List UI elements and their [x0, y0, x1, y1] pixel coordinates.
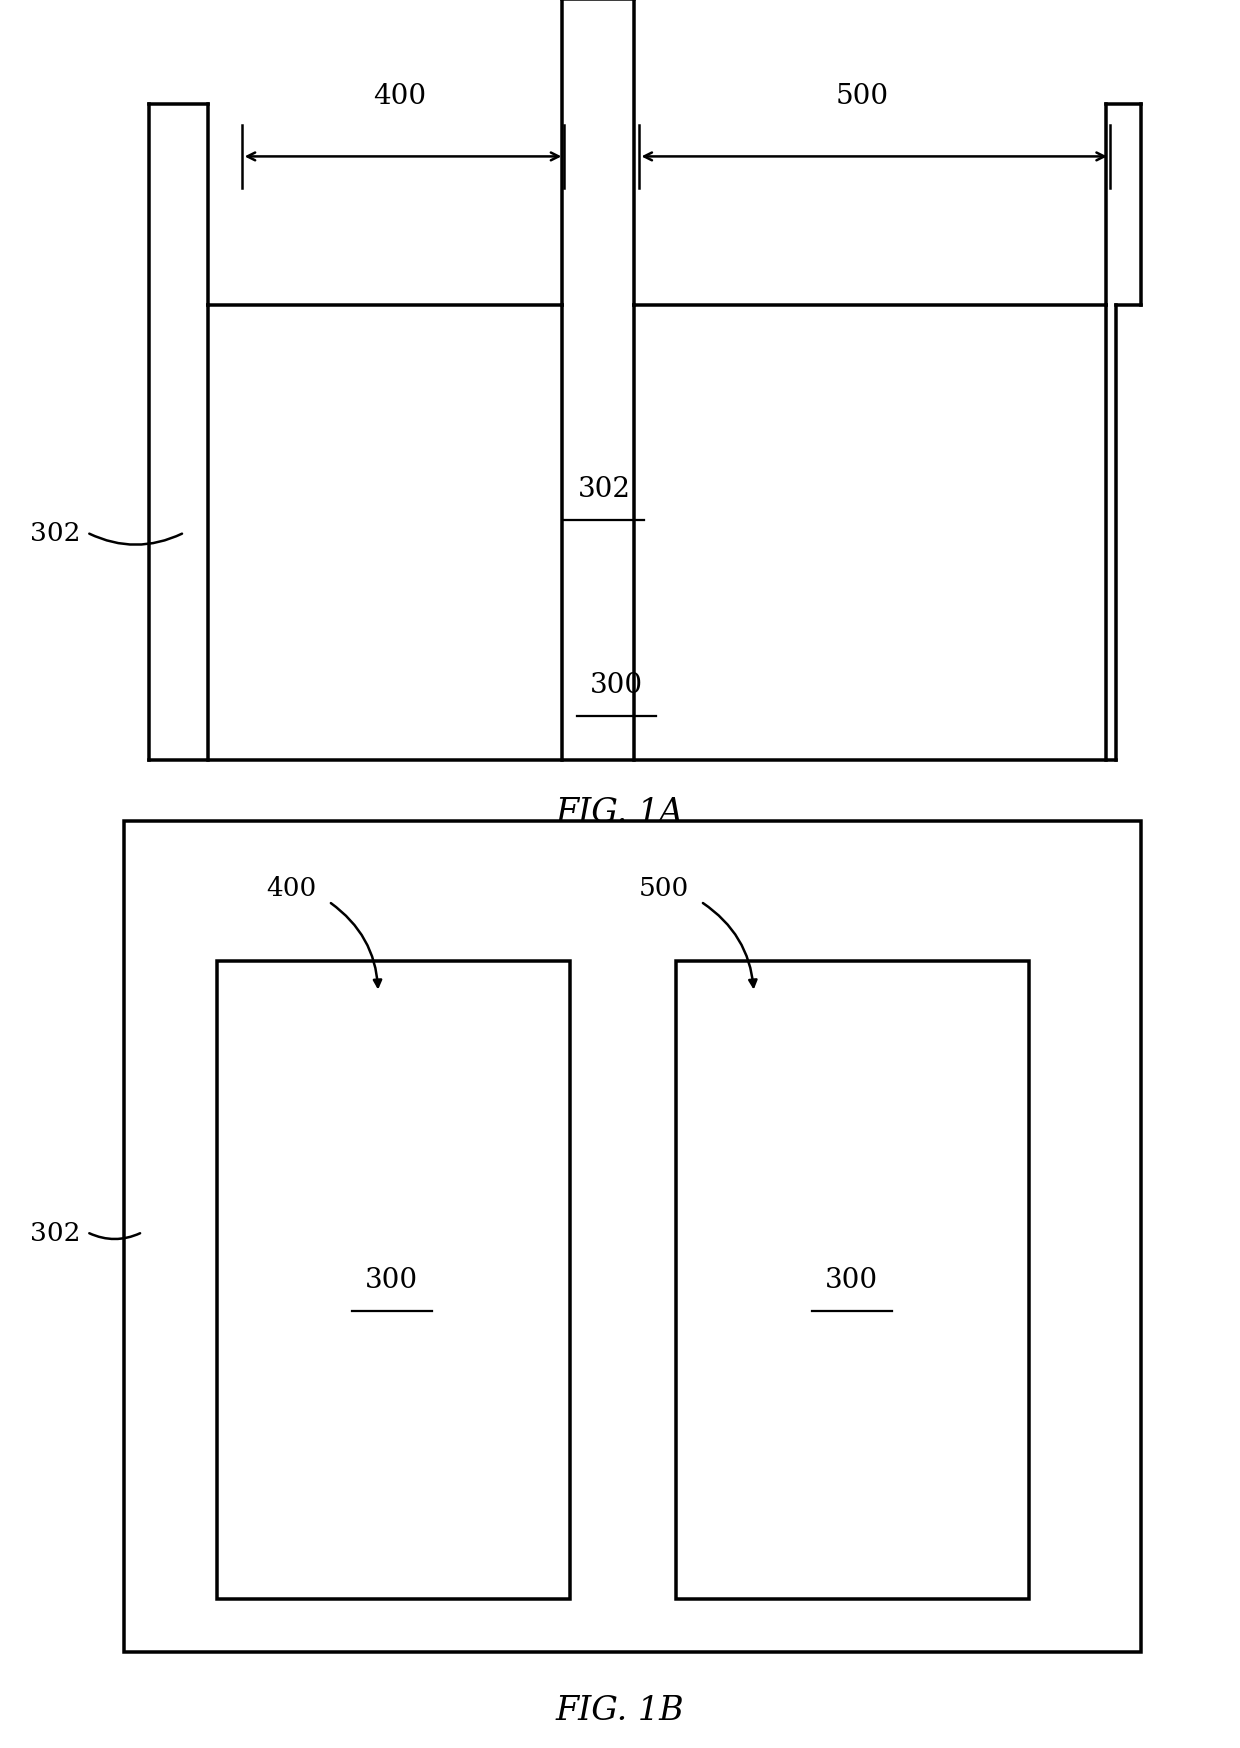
Bar: [217, 961, 570, 1599]
Text: 300: 300: [590, 671, 642, 699]
Bar: [676, 961, 1029, 1599]
Bar: [124, 822, 1141, 1652]
Text: 300: 300: [366, 1266, 418, 1294]
Text: 302: 302: [30, 521, 81, 545]
Text: 302: 302: [30, 1220, 81, 1245]
Text: 302: 302: [578, 475, 630, 503]
Text: 400: 400: [373, 82, 425, 110]
Text: 300: 300: [826, 1266, 878, 1294]
Text: 500: 500: [836, 82, 888, 110]
Text: FIG. 1A: FIG. 1A: [556, 797, 684, 829]
Text: 500: 500: [639, 876, 688, 900]
Text: 400: 400: [267, 876, 316, 900]
Text: FIG. 1B: FIG. 1B: [556, 1694, 684, 1725]
